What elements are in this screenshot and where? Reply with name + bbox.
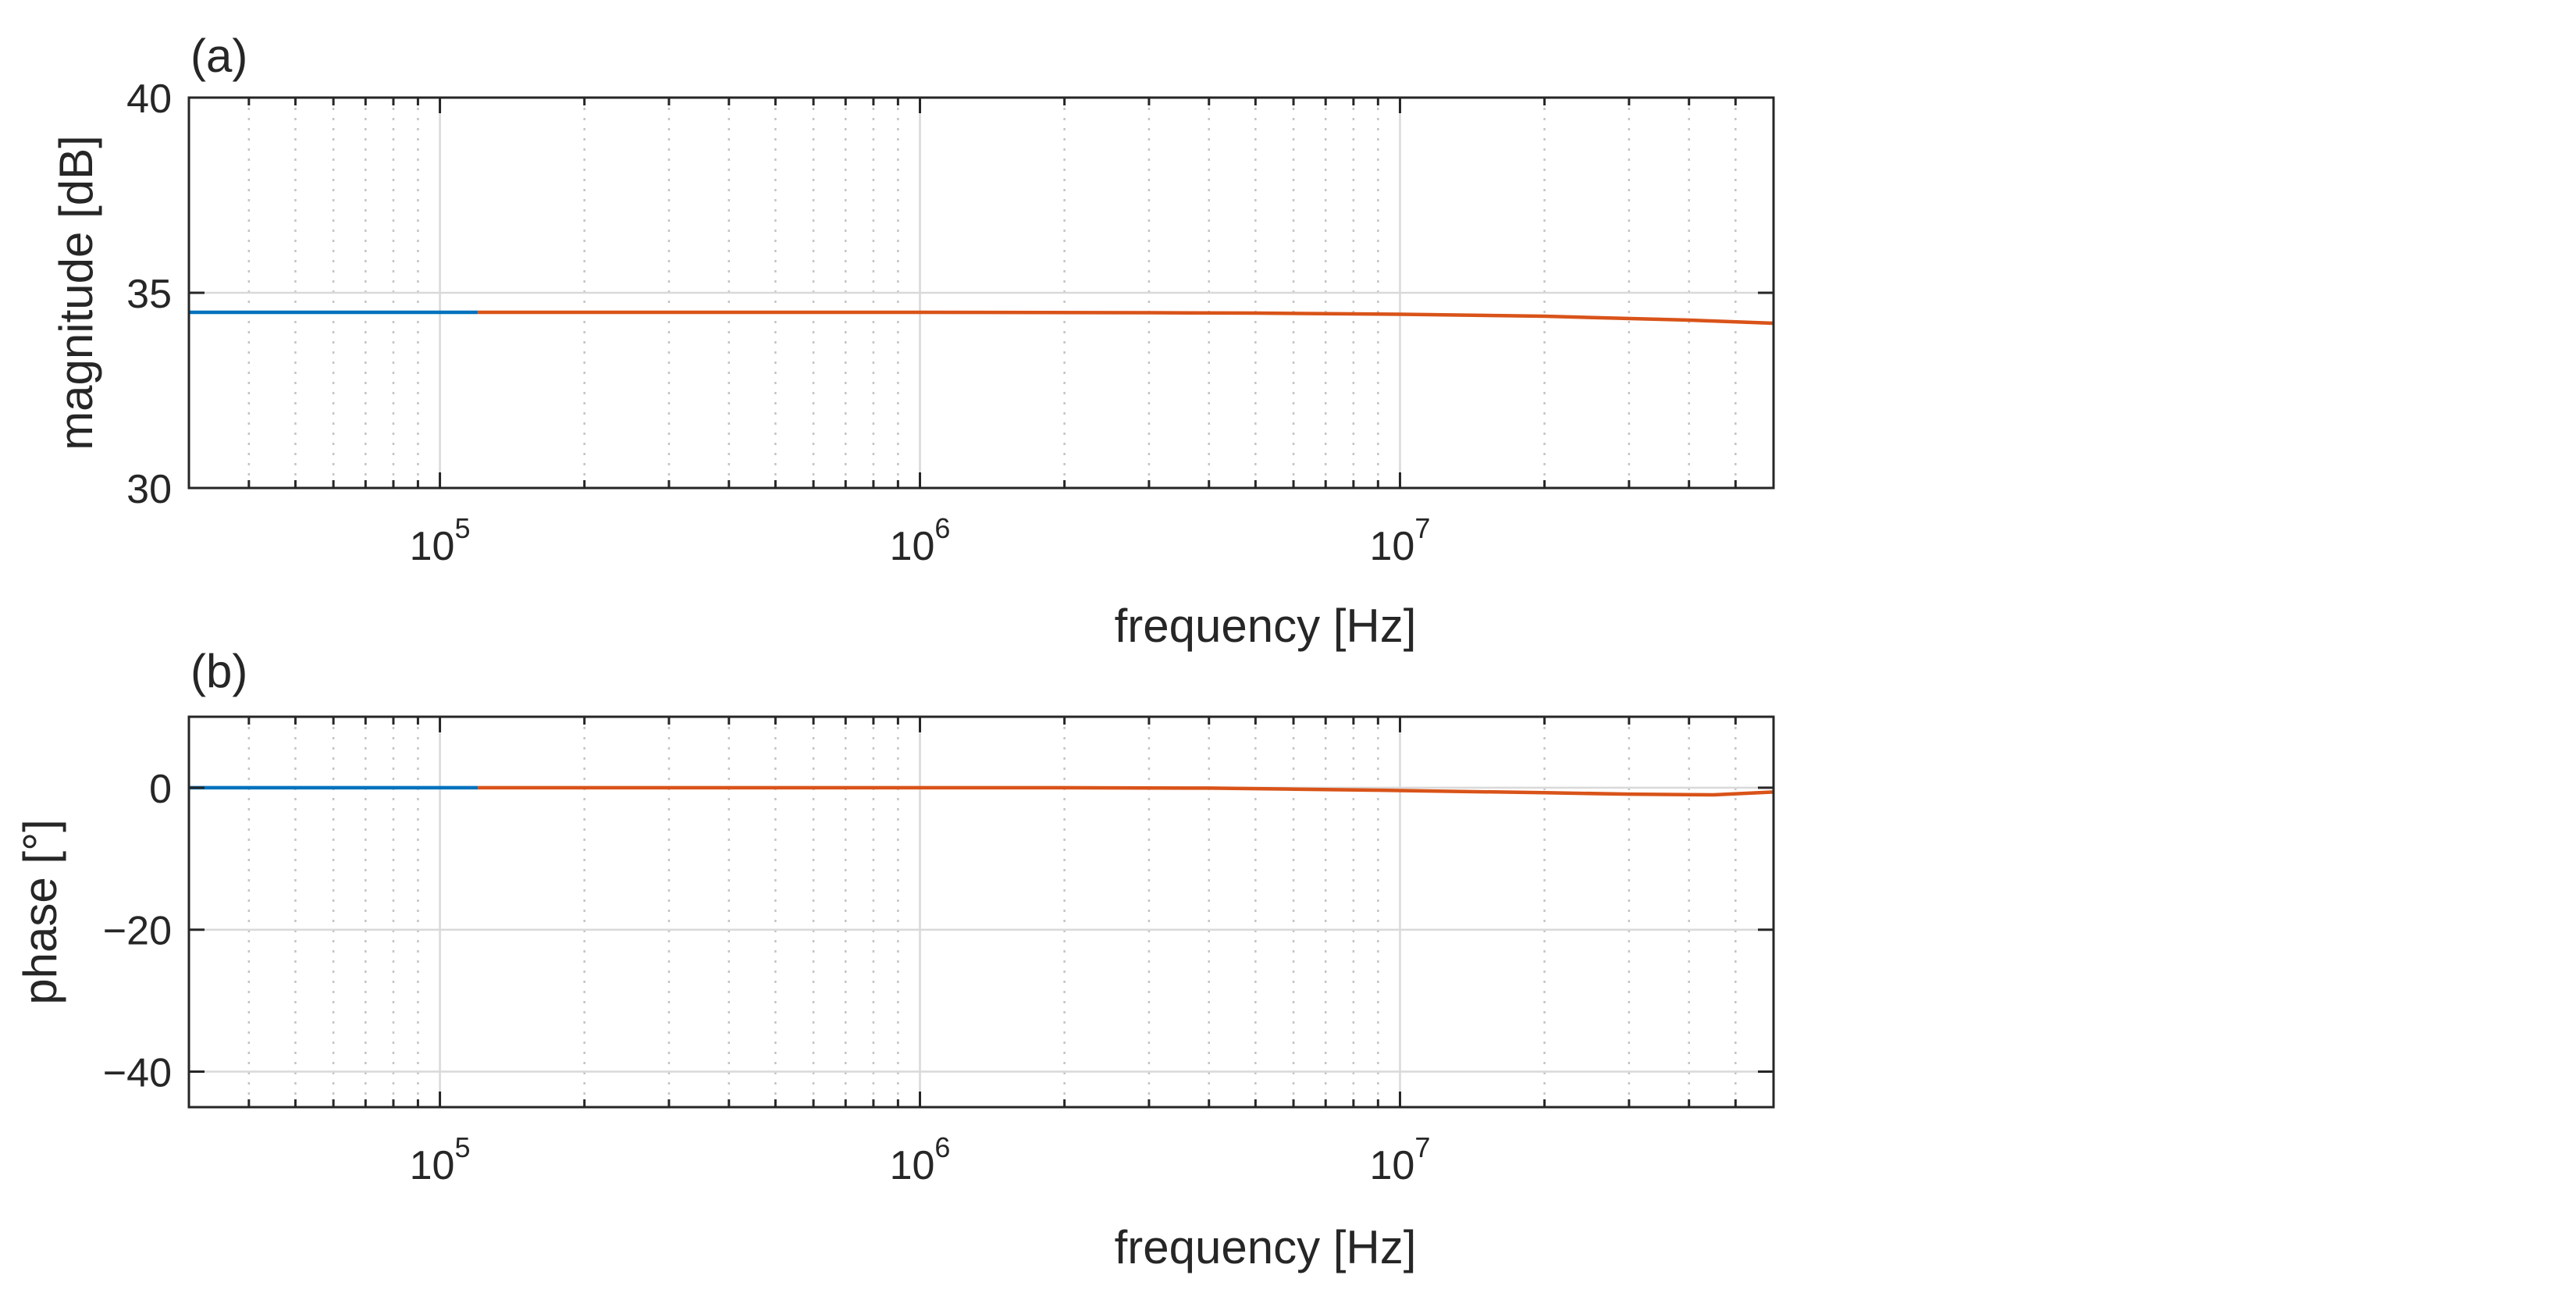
tick-exponent: 6 — [934, 1131, 950, 1163]
phase-x-tick-label: 105 — [410, 1131, 471, 1188]
phase-y-tick-label: −40 — [103, 1051, 172, 1096]
phase-plot-frame — [187, 715, 1775, 1109]
magnitude-x-tick-label: 107 — [1370, 512, 1431, 569]
magnitude-x-axis-label: frequency [Hz] — [1115, 600, 1417, 652]
tick-exponent: 5 — [454, 1131, 470, 1163]
magnitude-series — [189, 310, 1774, 326]
phase-y-axis-label: phase [°] — [14, 819, 66, 1004]
phase-x-tick-label: 107 — [1370, 1131, 1431, 1188]
phase-x-axis-label: frequency [Hz] — [1115, 1221, 1417, 1273]
tick-exponent: 6 — [934, 512, 950, 544]
phase-series — [189, 785, 1774, 797]
magnitude-x-tick-label: 106 — [890, 512, 951, 569]
magnitude-y-tick-label: 35 — [126, 272, 172, 317]
phase-series-line-2 — [478, 785, 1774, 797]
magnitude-x-tick-label: 105 — [410, 512, 471, 569]
tick-base: 10 — [890, 524, 935, 569]
magnitude-grid — [189, 96, 1774, 490]
panel-label-b: (b) — [190, 645, 247, 697]
panel-label-a: (a) — [190, 30, 247, 82]
tick-base: 10 — [1370, 1143, 1415, 1188]
magnitude-y-tick-label: 40 — [126, 77, 172, 122]
magnitude-y-tick-label: 30 — [126, 467, 172, 512]
phase-x-tick-label: 106 — [890, 1131, 951, 1188]
magnitude-series-line-2 — [478, 310, 1774, 326]
tick-exponent: 7 — [1414, 1131, 1430, 1163]
tick-exponent: 7 — [1414, 512, 1430, 544]
phase-y-tick-label: −20 — [103, 909, 172, 954]
tick-exponent: 5 — [454, 512, 470, 544]
tick-base: 10 — [1370, 524, 1415, 569]
magnitude-y-axis-label: magnitude [dB] — [50, 135, 102, 451]
tick-base: 10 — [410, 524, 455, 569]
tick-base: 10 — [890, 1143, 935, 1188]
phase-y-tick-label: 0 — [149, 767, 172, 812]
phase-grid — [189, 717, 1774, 1107]
tick-base: 10 — [410, 1143, 455, 1188]
